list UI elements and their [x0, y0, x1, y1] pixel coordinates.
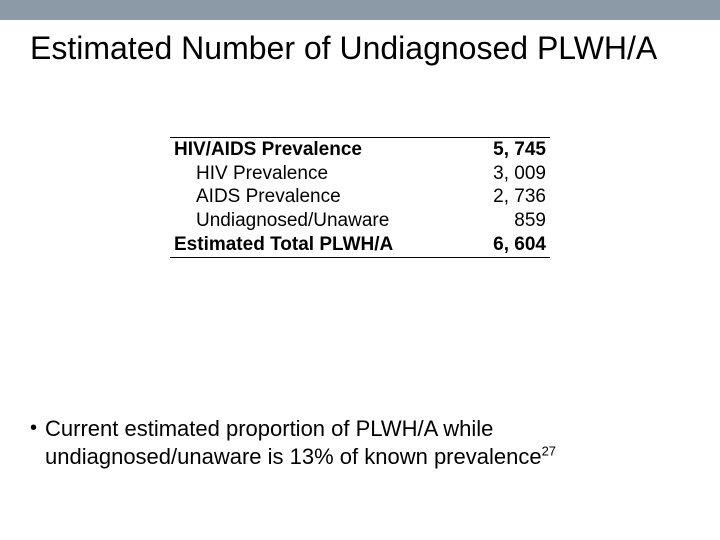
title-area: Estimated Number of Undiagnosed PLWH/A	[0, 20, 720, 67]
row-label: Estimated Total PLWH/A	[170, 233, 470, 257]
row-value: 859	[470, 209, 550, 233]
row-value: 6, 604	[470, 233, 550, 257]
table-row: HIV/AIDS Prevalence 5, 745	[170, 137, 550, 161]
bullet-dot-icon: •	[30, 415, 37, 441]
header-accent-bar	[0, 0, 720, 20]
prevalence-table: HIV/AIDS Prevalence 5, 745 HIV Prevalenc…	[170, 137, 550, 258]
bullet-text: Current estimated proportion of PLWH/A w…	[45, 415, 690, 470]
table-row: Undiagnosed/Unaware 859	[170, 209, 550, 233]
data-table-wrap: HIV/AIDS Prevalence 5, 745 HIV Prevalenc…	[170, 137, 550, 258]
table-row: Estimated Total PLWH/A 6, 604	[170, 233, 550, 257]
row-label: AIDS Prevalence	[170, 185, 470, 209]
row-value: 3, 009	[470, 162, 550, 186]
row-label: HIV/AIDS Prevalence	[170, 137, 470, 161]
row-value: 5, 745	[470, 137, 550, 161]
bullet-body: Current estimated proportion of PLWH/A w…	[45, 416, 542, 469]
bullet-area: • Current estimated proportion of PLWH/A…	[30, 415, 690, 470]
table-row: HIV Prevalence 3, 009	[170, 162, 550, 186]
table-row: AIDS Prevalence 2, 736	[170, 185, 550, 209]
slide-title: Estimated Number of Undiagnosed PLWH/A	[30, 30, 690, 67]
row-value: 2, 736	[470, 185, 550, 209]
row-label: HIV Prevalence	[170, 162, 470, 186]
bullet-superscript: 27	[542, 443, 556, 458]
bullet-item: • Current estimated proportion of PLWH/A…	[30, 415, 690, 470]
row-label: Undiagnosed/Unaware	[170, 209, 470, 233]
